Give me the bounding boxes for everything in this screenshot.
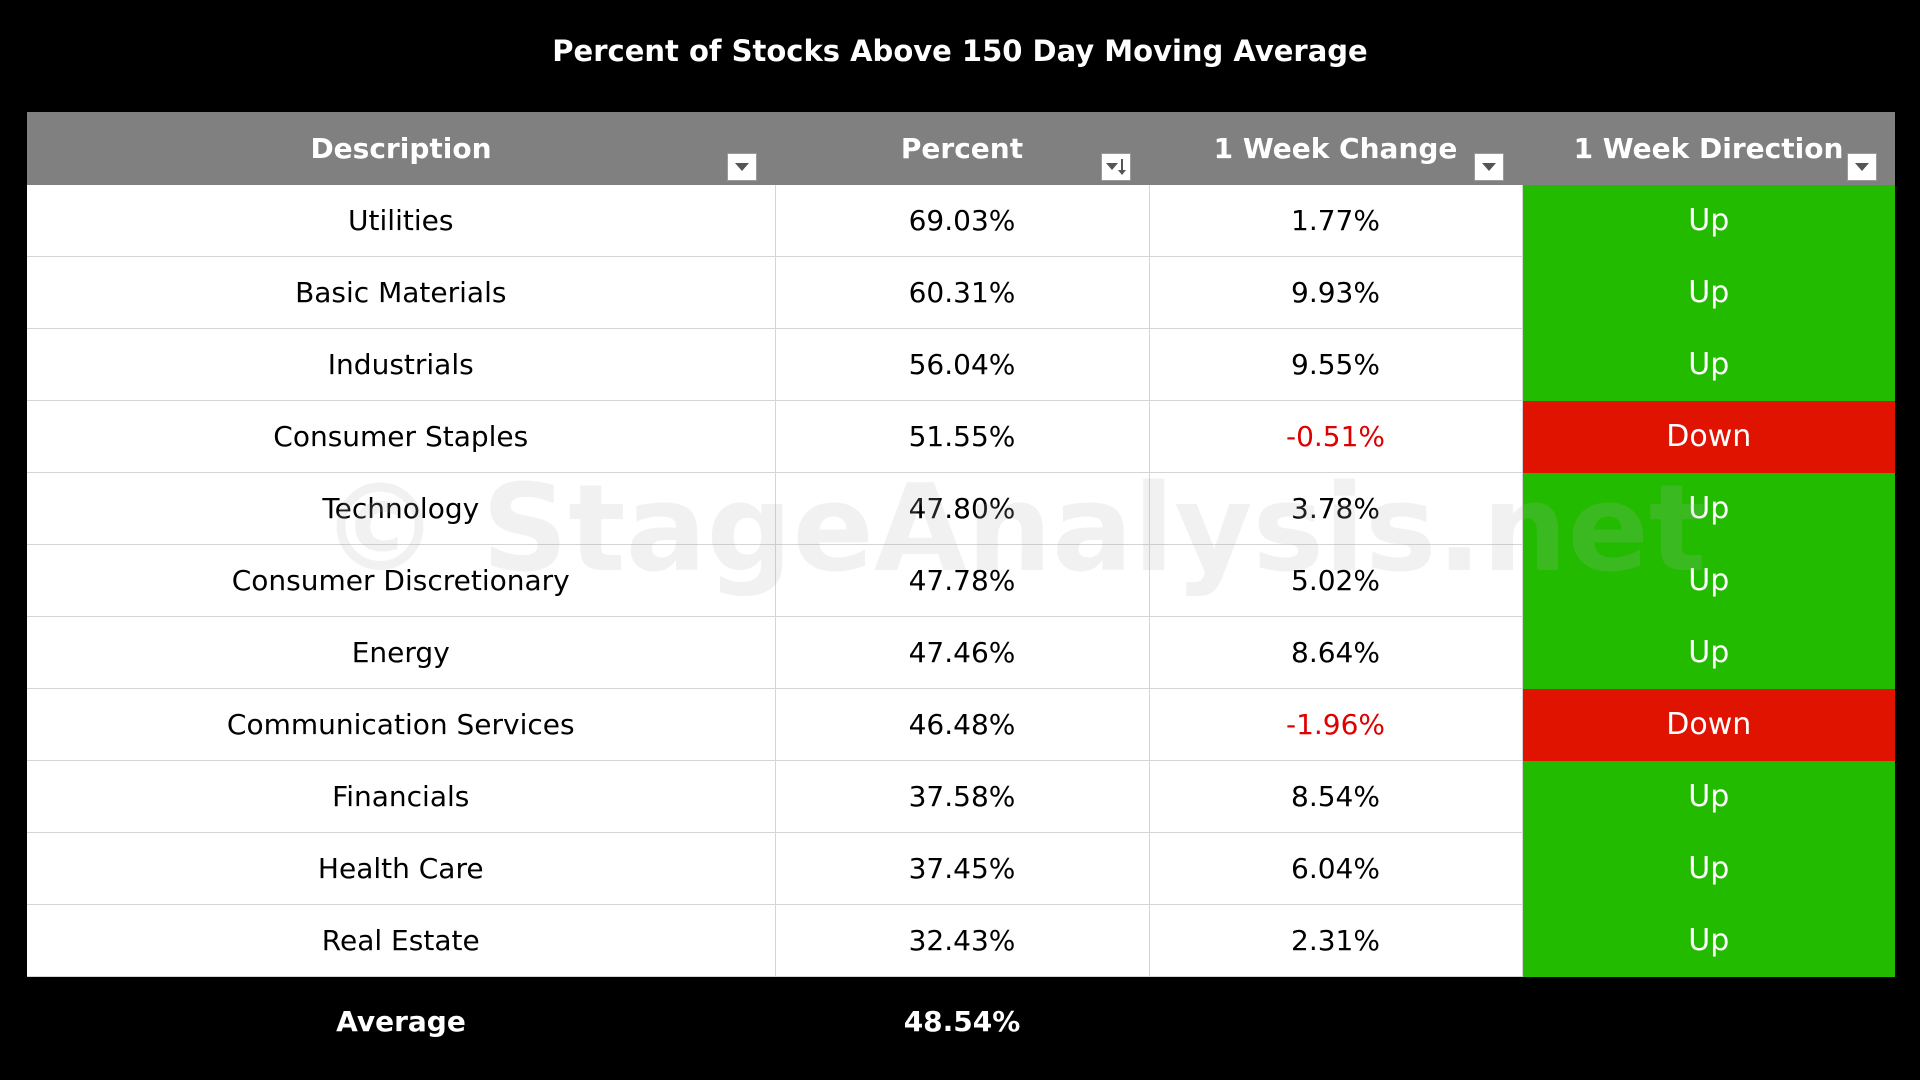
- cell-week-change: 5.02%: [1149, 544, 1523, 617]
- cell-description: Health Care: [27, 832, 776, 905]
- table-row: Real Estate 32.43% 2.31% Up: [27, 904, 1895, 977]
- cell-percent: 51.55%: [775, 400, 1150, 473]
- table-row: Technology 47.80% 3.78% Up: [27, 472, 1895, 545]
- column-header-description[interactable]: Description: [27, 112, 775, 185]
- cell-description: Technology: [27, 472, 776, 545]
- header-row: Description Percent 1 Week Change 1 Week…: [27, 112, 1895, 185]
- column-header-change[interactable]: 1 Week Change: [1149, 112, 1522, 185]
- table-row: Utilities 69.03% 1.77% Up: [27, 185, 1895, 257]
- cell-percent: 47.46%: [775, 616, 1150, 689]
- cell-week-direction: Down: [1522, 688, 1895, 761]
- column-header-label: 1 Week Change: [1213, 132, 1458, 165]
- cell-description: Basic Materials: [27, 256, 776, 329]
- table-row: Communication Services 46.48% -1.96% Down: [27, 688, 1895, 761]
- footer-empty-cell: [1149, 976, 1522, 1065]
- cell-description: Financials: [27, 760, 776, 833]
- cell-week-direction: Up: [1522, 904, 1895, 977]
- cell-description: Real Estate: [27, 904, 776, 977]
- sort-descending-filter-icon[interactable]: [1101, 153, 1131, 181]
- cell-percent: 37.58%: [775, 760, 1150, 833]
- table-row: Financials 37.58% 8.54% Up: [27, 760, 1895, 833]
- table-row: Energy 47.46% 8.64% Up: [27, 616, 1895, 689]
- table-row: Health Care 37.45% 6.04% Up: [27, 832, 1895, 905]
- footer-label: Average: [27, 976, 775, 1065]
- cell-week-direction: Up: [1522, 256, 1895, 329]
- table-row: Industrials 56.04% 9.55% Up: [27, 328, 1895, 401]
- cell-week-change: 3.78%: [1149, 472, 1523, 545]
- cell-week-change: -1.96%: [1149, 688, 1523, 761]
- cell-week-change: 1.77%: [1149, 185, 1523, 257]
- cell-description: Consumer Staples: [27, 400, 776, 473]
- filter-dropdown-icon[interactable]: [727, 153, 757, 181]
- table-body: Utilities 69.03% 1.77% Up Basic Materials 60.…: [27, 185, 1895, 977]
- cell-week-change: 8.64%: [1149, 616, 1523, 689]
- filter-dropdown-icon[interactable]: [1474, 153, 1504, 181]
- filter-dropdown-icon[interactable]: [1847, 153, 1877, 181]
- cell-week-change: 9.55%: [1149, 328, 1523, 401]
- footer-row: Average 48.54%: [27, 976, 1895, 1065]
- cell-description: Energy: [27, 616, 776, 689]
- cell-description: Utilities: [27, 185, 776, 257]
- cell-week-direction: Up: [1522, 544, 1895, 617]
- cell-week-direction: Up: [1522, 760, 1895, 833]
- footer-average-percent: 48.54%: [775, 976, 1149, 1065]
- column-header-label: Description: [310, 132, 492, 165]
- cell-percent: 56.04%: [775, 328, 1150, 401]
- cell-description: Communication Services: [27, 688, 776, 761]
- table-row: Consumer Discretionary 47.78% 5.02% Up: [27, 544, 1895, 617]
- cell-week-direction: Up: [1522, 616, 1895, 689]
- cell-week-change: 9.93%: [1149, 256, 1523, 329]
- cell-percent: 47.80%: [775, 472, 1150, 545]
- chart-title: Percent of Stocks Above 150 Day Moving A…: [552, 34, 1368, 68]
- cell-percent: 60.31%: [775, 256, 1150, 329]
- cell-week-direction: Down: [1522, 400, 1895, 473]
- cell-week-direction: Up: [1522, 185, 1895, 257]
- column-header-percent[interactable]: Percent: [775, 112, 1149, 185]
- cell-week-direction: Up: [1522, 832, 1895, 905]
- table-row: Basic Materials 60.31% 9.93% Up: [27, 256, 1895, 329]
- cell-week-direction: Up: [1522, 472, 1895, 545]
- cell-description: Industrials: [27, 328, 776, 401]
- column-header-label: 1 Week Direction: [1573, 132, 1844, 165]
- table-container: Description Percent 1 Week Change 1 Week…: [27, 112, 1895, 1065]
- column-header-direction[interactable]: 1 Week Direction: [1522, 112, 1895, 185]
- cell-percent: 46.48%: [775, 688, 1150, 761]
- data-table: Description Percent 1 Week Change 1 Week…: [27, 112, 1895, 1065]
- column-header-label: Percent: [900, 132, 1024, 165]
- cell-week-change: -0.51%: [1149, 400, 1523, 473]
- footer-empty-cell: [1522, 976, 1895, 1065]
- cell-percent: 37.45%: [775, 832, 1150, 905]
- cell-week-change: 6.04%: [1149, 832, 1523, 905]
- cell-week-change: 2.31%: [1149, 904, 1523, 977]
- table-row: Consumer Staples 51.55% -0.51% Down: [27, 400, 1895, 473]
- cell-percent: 69.03%: [775, 185, 1150, 257]
- cell-percent: 32.43%: [775, 904, 1150, 977]
- cell-description: Consumer Discretionary: [27, 544, 776, 617]
- cell-percent: 47.78%: [775, 544, 1150, 617]
- cell-week-direction: Up: [1522, 328, 1895, 401]
- cell-week-change: 8.54%: [1149, 760, 1523, 833]
